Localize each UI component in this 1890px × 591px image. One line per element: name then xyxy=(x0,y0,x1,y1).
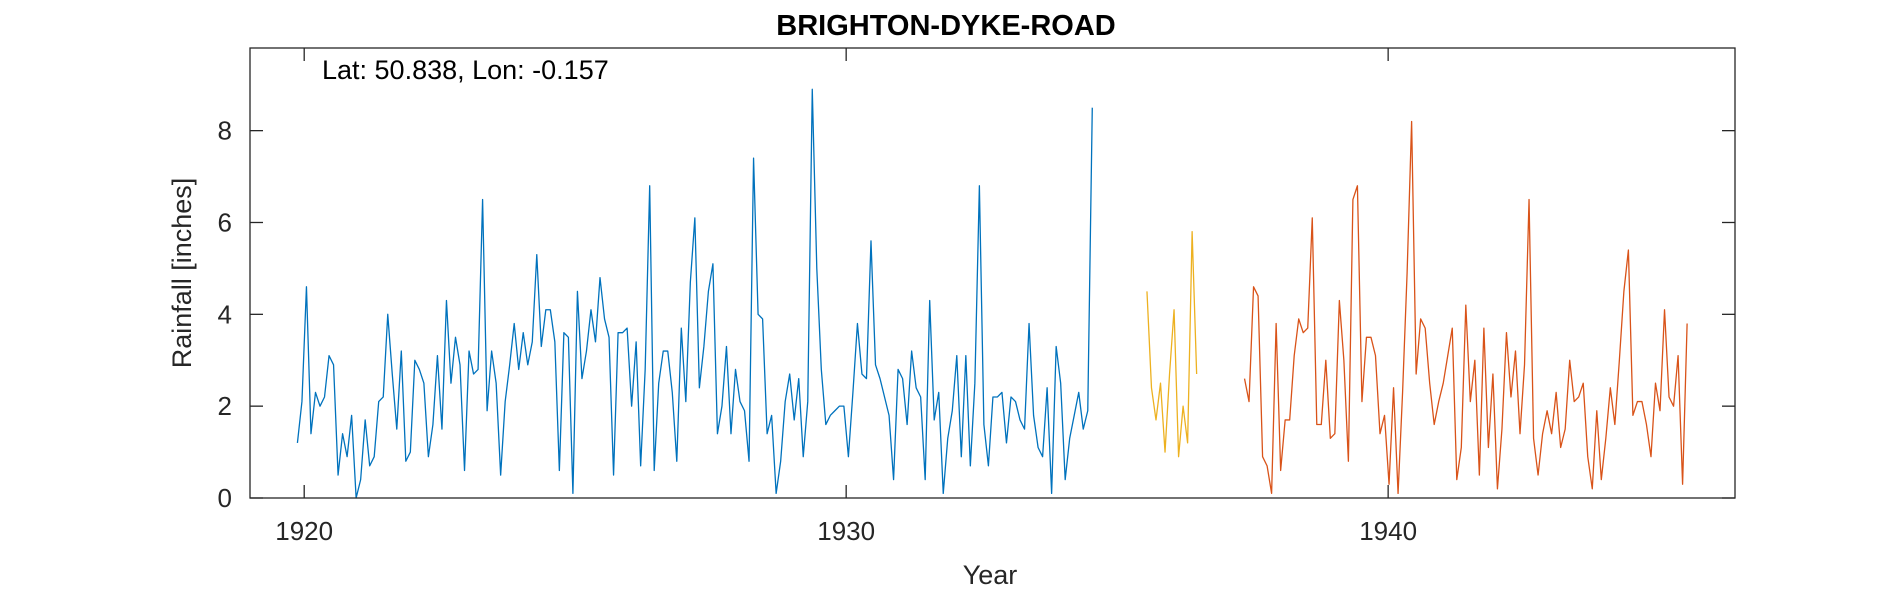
x-tick-label-1940: 1940 xyxy=(1359,516,1417,546)
y-axis-title: Rainfall [inches] xyxy=(167,178,197,369)
y-tick-label-0: 0 xyxy=(218,483,232,513)
series-layer xyxy=(296,88,1688,499)
plot-area xyxy=(250,48,1735,498)
y-tick-label-8: 8 xyxy=(218,116,232,146)
y-tick-label-4: 4 xyxy=(218,299,232,329)
y-tick-label-2: 2 xyxy=(218,391,232,421)
series-1-line xyxy=(296,88,1093,499)
plot-frame xyxy=(249,47,1736,499)
x-tick-label-1930: 1930 xyxy=(817,516,875,546)
series-2-line xyxy=(1146,231,1198,458)
chart-title: BRIGHTON-DYKE-ROAD xyxy=(776,10,1115,42)
x-tick-label-1920: 1920 xyxy=(275,516,333,546)
series-3-line xyxy=(1243,120,1688,495)
location-annotation: Lat: 50.838, Lon: -0.157 xyxy=(322,55,609,85)
labels-layer: 1920 1930 1940 0 2 4 6 8 xyxy=(218,116,1418,546)
y-tick-label-6: 6 xyxy=(218,207,232,237)
x-axis-title: Year xyxy=(963,560,1018,590)
